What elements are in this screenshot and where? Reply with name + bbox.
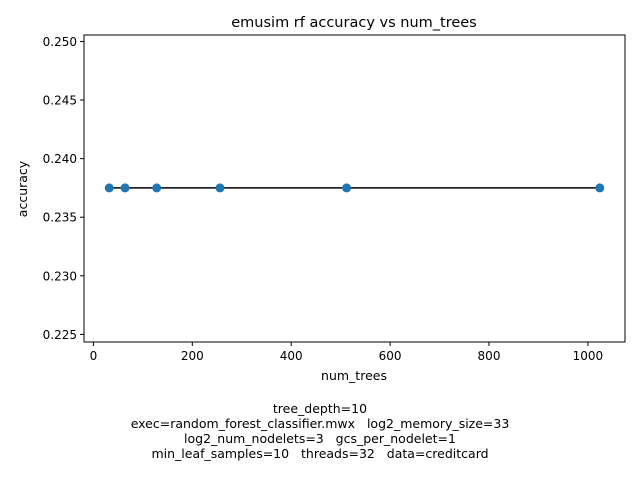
chart-title: emusim rf accuracy vs num_trees (231, 15, 476, 31)
data-point (595, 183, 604, 192)
data-point (342, 183, 351, 192)
data-point (105, 183, 114, 192)
y-tick-label: 0.225 (43, 328, 77, 342)
caption-line-1: tree_depth=10 (0, 401, 640, 416)
x-tick-label: 400 (280, 349, 303, 363)
y-axis-ticks: 0.225 0.230 0.235 0.240 0.245 0.250 (43, 35, 84, 342)
x-axis-ticks: 0 200 400 600 800 1000 (90, 342, 604, 363)
series-accuracy (105, 183, 605, 192)
x-tick-label: 600 (379, 349, 402, 363)
y-axis-label: accuracy (15, 160, 30, 217)
x-axis-label: num_trees (321, 368, 387, 383)
caption-line-4: min_leaf_samples=10 threads=32 data=cred… (0, 446, 640, 461)
data-point (215, 183, 224, 192)
x-tick-label: 800 (478, 349, 501, 363)
caption-line-3: log2_num_nodelets=3 gcs_per_nodelet=1 (0, 431, 640, 446)
y-tick-label: 0.250 (43, 35, 77, 49)
x-tick-label: 1000 (573, 349, 604, 363)
y-tick-label: 0.235 (43, 211, 77, 225)
data-point (152, 183, 161, 192)
parameter-caption: tree_depth=10 exec=random_forest_classif… (0, 401, 640, 461)
caption-line-2: exec=random_forest_classifier.mwx log2_m… (0, 416, 640, 431)
data-point (121, 183, 130, 192)
y-tick-label: 0.230 (43, 269, 77, 283)
y-tick-label: 0.245 (43, 94, 77, 108)
x-tick-label: 200 (181, 349, 204, 363)
x-tick-label: 0 (90, 349, 98, 363)
y-tick-label: 0.240 (43, 152, 77, 166)
